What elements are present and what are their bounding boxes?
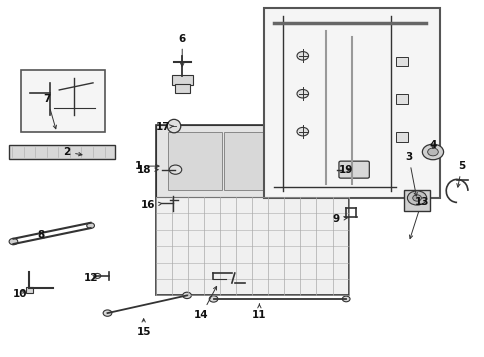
Circle shape bbox=[422, 144, 443, 160]
Text: 3: 3 bbox=[405, 152, 416, 196]
Circle shape bbox=[209, 296, 217, 302]
Circle shape bbox=[412, 195, 421, 201]
Text: 5: 5 bbox=[456, 161, 465, 187]
Text: 17: 17 bbox=[155, 122, 173, 132]
Circle shape bbox=[407, 191, 426, 205]
Circle shape bbox=[9, 238, 18, 245]
Text: 18: 18 bbox=[136, 165, 158, 175]
Bar bbox=[280, 132, 334, 190]
FancyBboxPatch shape bbox=[338, 161, 368, 178]
Text: 11: 11 bbox=[252, 304, 266, 320]
Text: 12: 12 bbox=[83, 273, 98, 283]
Text: 14: 14 bbox=[194, 286, 216, 320]
Bar bbox=[167, 132, 222, 190]
Text: 19: 19 bbox=[338, 165, 353, 175]
Circle shape bbox=[87, 223, 94, 228]
Circle shape bbox=[103, 310, 112, 316]
Text: 7: 7 bbox=[44, 94, 56, 129]
Polygon shape bbox=[9, 145, 115, 159]
Bar bbox=[395, 56, 407, 66]
Bar bbox=[403, 190, 429, 211]
Text: 9: 9 bbox=[333, 214, 347, 224]
Bar bbox=[26, 287, 33, 292]
Text: 13: 13 bbox=[408, 196, 428, 238]
Bar bbox=[224, 132, 278, 190]
Text: 6: 6 bbox=[178, 34, 185, 67]
Ellipse shape bbox=[167, 119, 181, 133]
Text: 10: 10 bbox=[13, 288, 27, 298]
Text: 8: 8 bbox=[37, 230, 45, 240]
Text: 4: 4 bbox=[428, 140, 436, 150]
Bar bbox=[264, 9, 439, 198]
Bar bbox=[171, 75, 193, 85]
Text: 15: 15 bbox=[136, 319, 151, 337]
Circle shape bbox=[182, 292, 191, 298]
Bar bbox=[174, 84, 190, 93]
Bar bbox=[21, 70, 105, 132]
Bar bbox=[155, 125, 348, 295]
Circle shape bbox=[342, 296, 349, 302]
Circle shape bbox=[296, 127, 308, 136]
Circle shape bbox=[169, 165, 182, 174]
Bar bbox=[155, 125, 348, 197]
Circle shape bbox=[296, 90, 308, 98]
Circle shape bbox=[427, 148, 438, 156]
Circle shape bbox=[296, 52, 308, 60]
Text: 2: 2 bbox=[63, 147, 82, 157]
Bar bbox=[395, 95, 407, 104]
Text: 16: 16 bbox=[141, 200, 162, 210]
Text: 1: 1 bbox=[135, 161, 159, 171]
Bar bbox=[395, 132, 407, 142]
